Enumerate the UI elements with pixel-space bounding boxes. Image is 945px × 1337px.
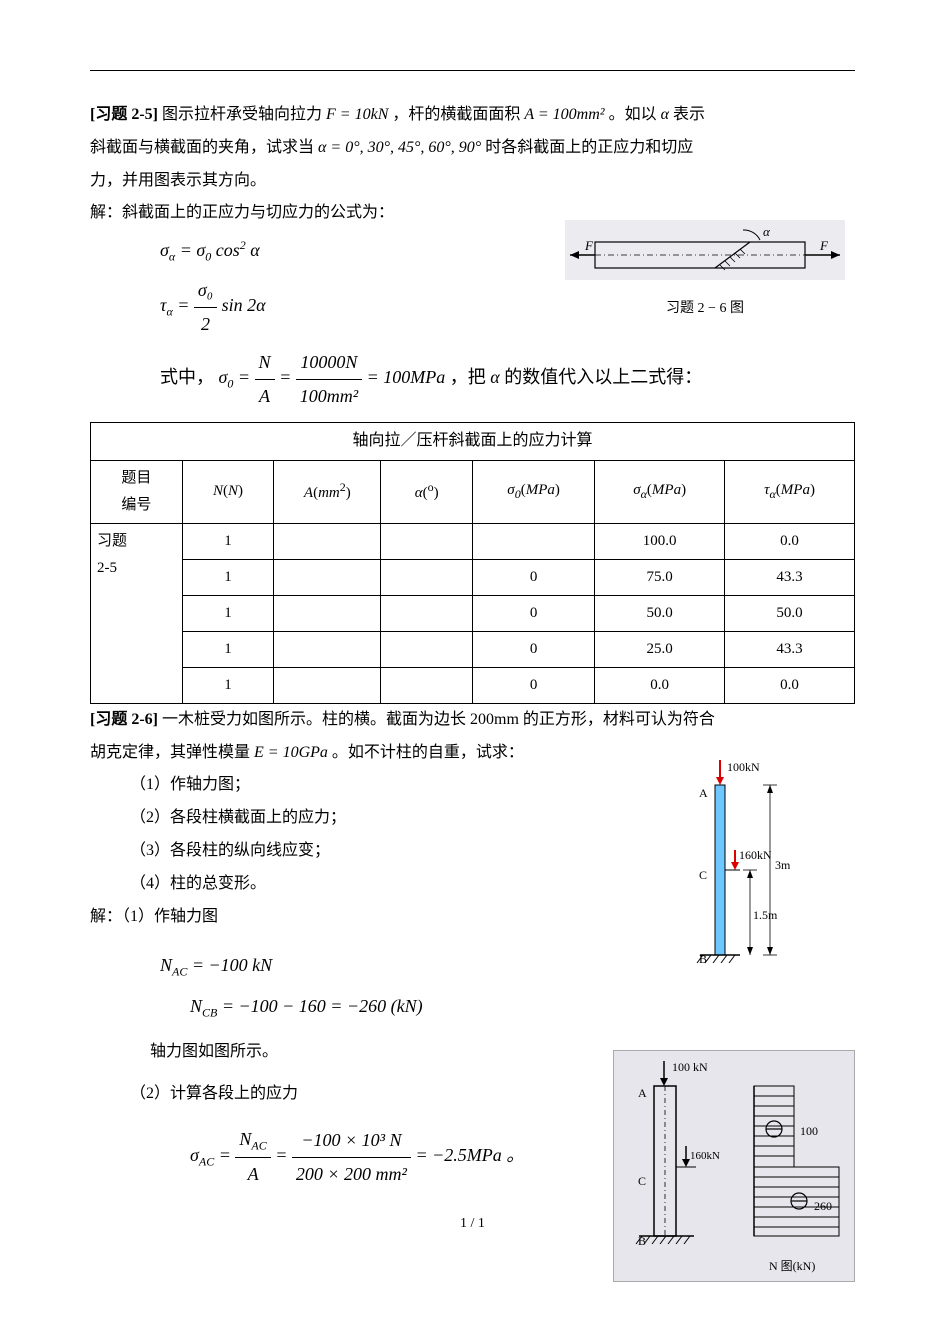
table-row: 1025.043.3: [91, 631, 855, 667]
stress-table: 轴向拉／压杆斜截面上的应力计算 题目 编号 N(N) A(mm2) α(o) σ…: [90, 422, 855, 704]
p26-label: [习题 2-6]: [90, 711, 158, 728]
n-diagram: 100 kN A 160kN C B 100 260 N 图(kN): [613, 1050, 855, 1282]
p25-line2: 斜截面与横截面的夹角，试求当 α = 0°, 30°, 45°, 60°, 90…: [90, 134, 855, 163]
svg-text:α: α: [763, 224, 771, 239]
svg-text:F: F: [584, 238, 594, 253]
table-title: 轴向拉／压杆斜截面上的应力计算: [91, 422, 855, 460]
th-1: N(N): [182, 460, 274, 523]
th-6: τα(MPa): [725, 460, 855, 523]
table-row: 1050.050.0: [91, 595, 855, 631]
th-0: 题目 编号: [91, 460, 183, 523]
fig-2-6-caption: 习题 2 − 6 图: [666, 301, 744, 316]
column-figure: 100kN A 160kN C B 3m 1.5m: [685, 755, 795, 996]
table-header-row: 题目 编号 N(N) A(mm2) α(o) σ0(MPa) σα(MPa) τ…: [91, 460, 855, 523]
th-3: α(o): [381, 460, 473, 523]
sigma0-formula: 式中， σ0 = N A = 10000N 100mm² = 100MPa ，把…: [160, 346, 855, 412]
p26-line1: [习题 2-6] 一木桩受力如图所示。柱的横。截面为边长 200mm 的正方形，…: [90, 706, 855, 735]
p25-line1: [习题 2-5] 图示拉杆承受轴向拉力 F = 10kN ，杆的横截面面积 A …: [90, 101, 855, 130]
th-5: σα(MPa): [595, 460, 725, 523]
fig-2-6: F α F 习题 2 − 6 图: [565, 220, 845, 321]
p25-label: [习题 2-5]: [90, 106, 158, 123]
th-4: σ0(MPa): [472, 460, 594, 523]
row-label: 习题 2-5: [91, 523, 183, 703]
table-row: 习题 2-5 1 100.0 0.0: [91, 523, 855, 559]
table-row: 1075.043.3: [91, 559, 855, 595]
p25-line3: 力，并用图表示其方向。: [90, 167, 855, 196]
th-2: A(mm2): [274, 460, 381, 523]
fig-2-6-svg: F α F: [565, 220, 845, 292]
svg-text:F: F: [819, 238, 829, 253]
p25-A: A = 100mm²: [524, 106, 604, 123]
top-rule: [90, 70, 855, 71]
p25-F: F = 10kN: [326, 106, 388, 123]
n-diagram-svg: [614, 1051, 854, 1281]
table-row: 100.00.0: [91, 667, 855, 703]
